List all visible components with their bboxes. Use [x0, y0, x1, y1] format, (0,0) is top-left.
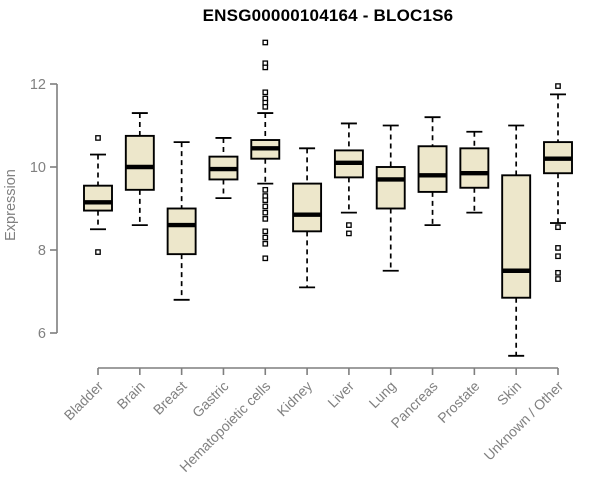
x-tick-label: Lung — [366, 378, 399, 411]
outlier-bladder — [95, 135, 101, 141]
outlier-hematopoietic-cells — [262, 228, 269, 235]
outlier-liver — [346, 222, 352, 228]
x-tick-label: Breast — [150, 378, 190, 418]
box-skin — [501, 174, 532, 299]
outlier-hematopoietic-cells — [262, 209, 269, 216]
x-tick-label: Prostate — [434, 378, 482, 426]
box-lung — [375, 166, 406, 210]
outlier-hematopoietic-cells — [262, 103, 269, 110]
y-tick-label: 10 — [30, 160, 46, 176]
outlier-hematopoietic-cells — [262, 89, 269, 96]
x-tick-label: Kidney — [274, 378, 316, 420]
outlier-hematopoietic-cells — [262, 197, 269, 204]
outlier-hematopoietic-cells — [262, 64, 269, 71]
y-tick-label: 12 — [30, 77, 46, 93]
outlier-hematopoietic-cells — [262, 203, 269, 210]
x-tick-label: Brain — [114, 378, 148, 412]
outlier-hematopoietic-cells — [262, 39, 269, 46]
outlier-hematopoietic-cells — [262, 186, 269, 193]
x-tick-label: Liver — [324, 378, 357, 411]
outlier-liver — [346, 230, 352, 237]
box-bladder — [83, 184, 113, 212]
outlier-unknown-other — [555, 245, 561, 251]
box-pancreas — [417, 145, 448, 193]
x-tick-label: Unknown / Other — [481, 378, 567, 464]
outlier-hematopoietic-cells — [262, 255, 269, 262]
outlier-unknown-other — [555, 269, 561, 276]
y-tick-label: 8 — [38, 243, 46, 259]
outlier-hematopoietic-cells — [262, 234, 269, 241]
outlier-bladder — [95, 249, 101, 255]
box-brain — [124, 134, 155, 191]
chart-title: ENSG00000104164 - BLOC1S6 — [202, 6, 454, 25]
outlier-unknown-other — [555, 224, 561, 231]
y-axis-title: Expression — [3, 169, 19, 241]
x-tick-label: Bladder — [61, 378, 107, 424]
outlier-hematopoietic-cells — [262, 240, 269, 247]
box-breast — [166, 207, 197, 256]
outlier-unknown-other — [555, 276, 561, 282]
box-prostate — [459, 147, 490, 189]
x-tick-label: Skin — [494, 378, 525, 409]
box-kidney — [292, 182, 323, 233]
outlier-hematopoietic-cells — [262, 216, 269, 222]
y-tick-label: 6 — [38, 326, 46, 342]
outlier-unknown-other — [555, 83, 561, 89]
outlier-unknown-other — [555, 253, 561, 260]
